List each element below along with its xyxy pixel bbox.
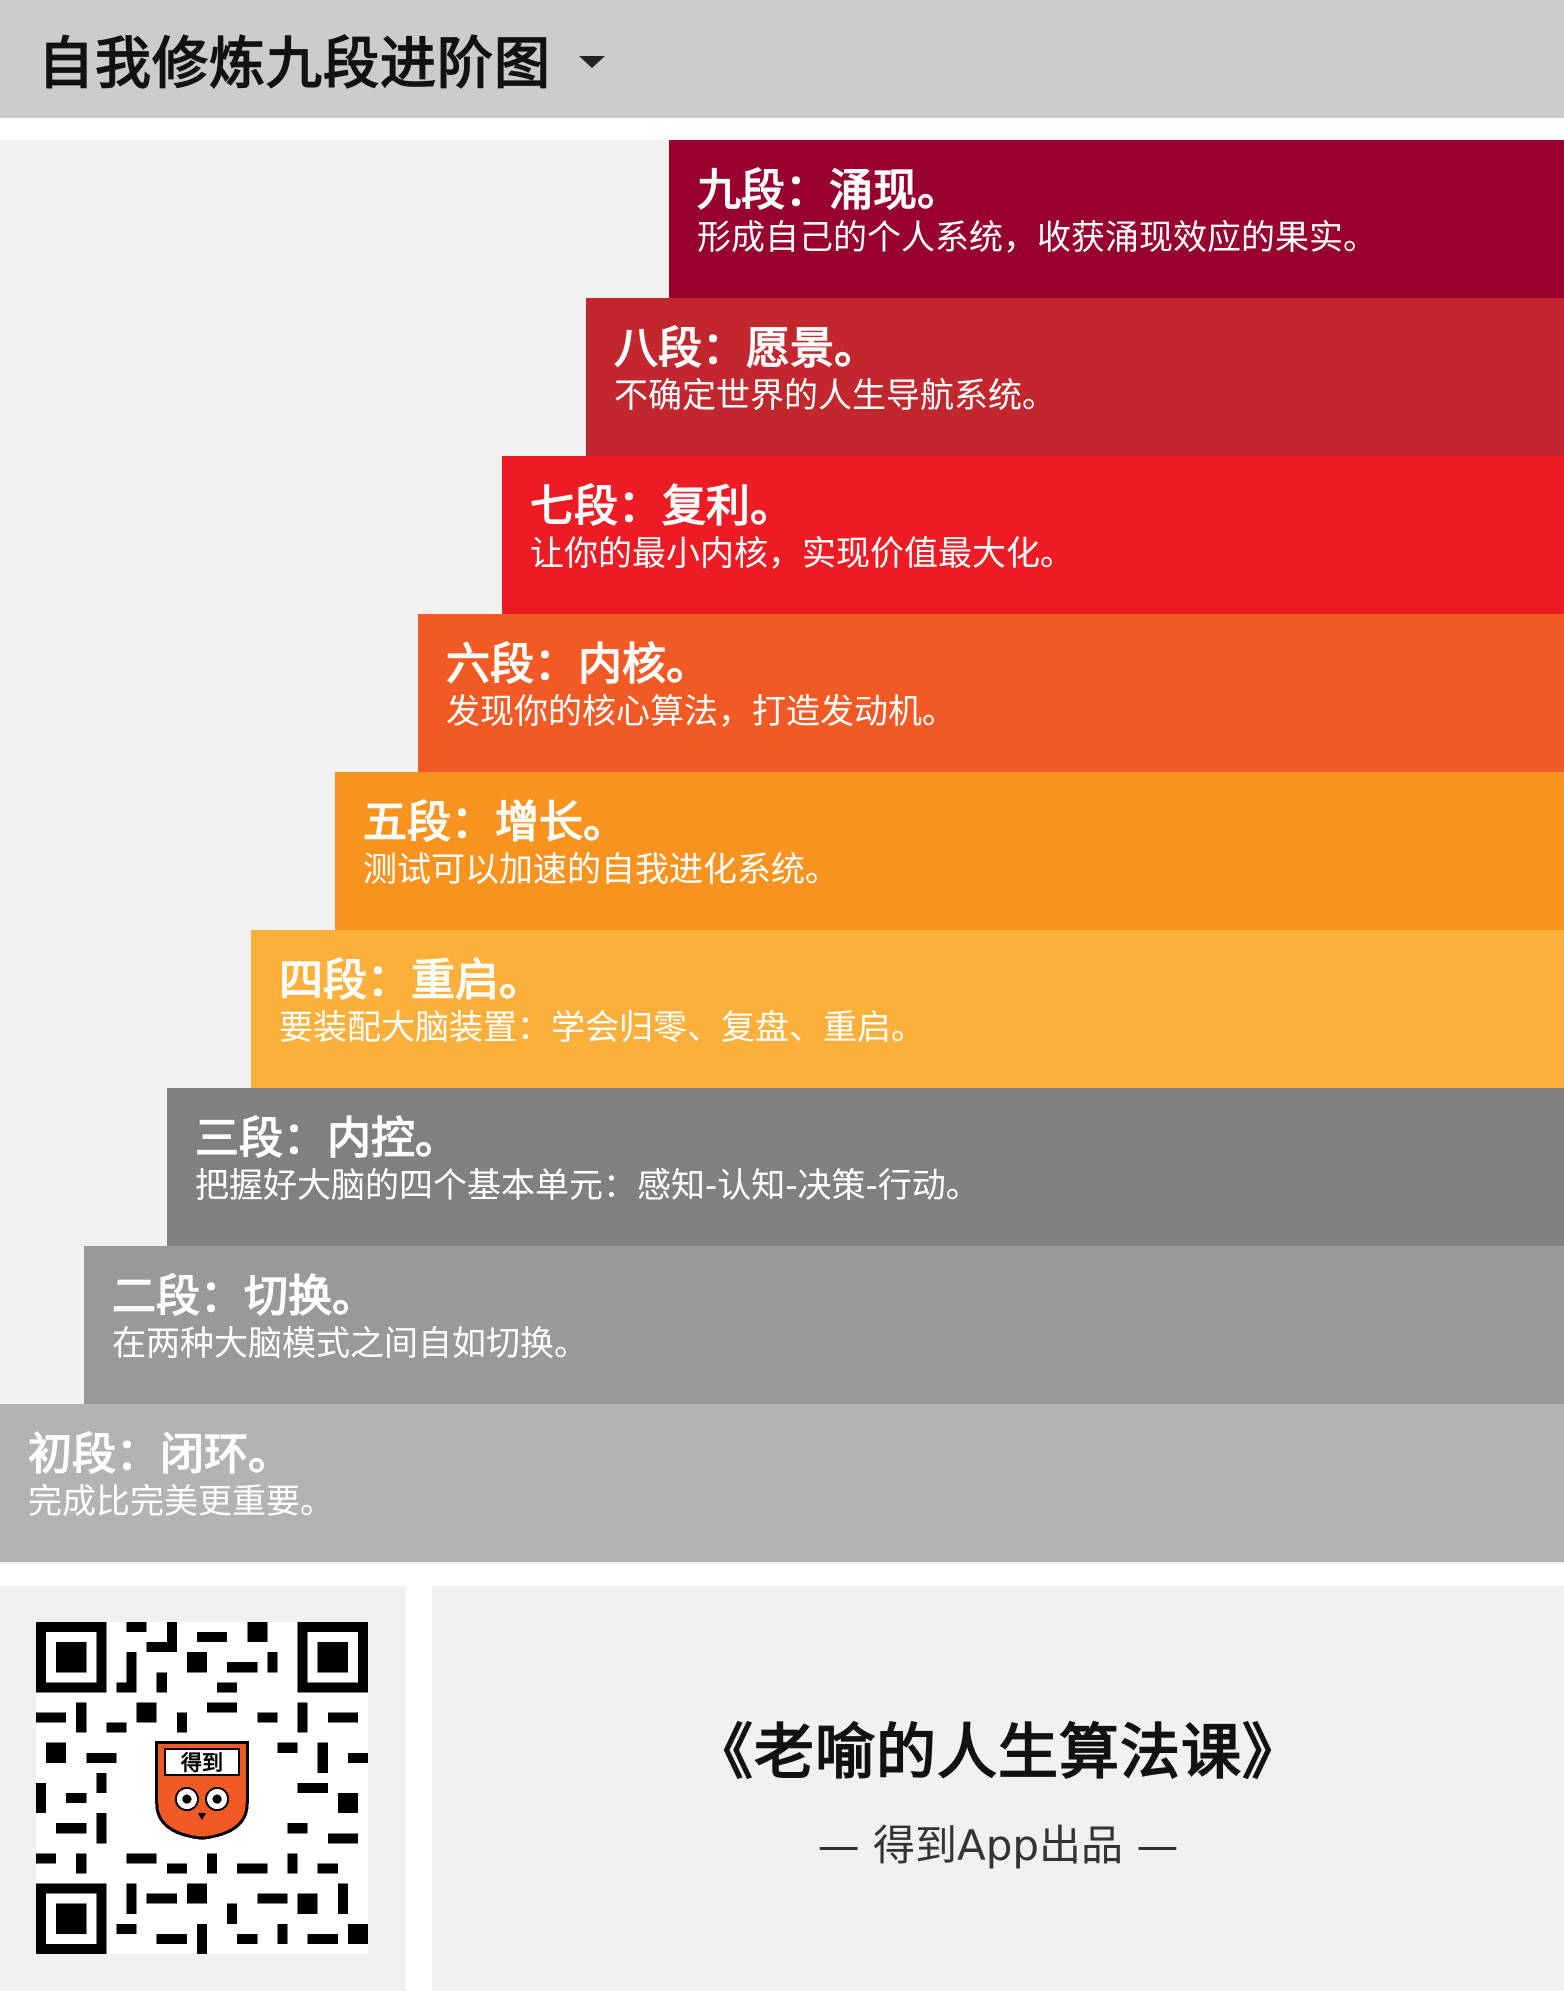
step-desc: 形成自己的个人系统，收获涌现效应的果实。 <box>697 218 1377 258</box>
header-bar: 自我修炼九段进阶图 <box>0 0 1564 118</box>
step-title: 二段：切换。 <box>112 1271 376 1322</box>
step-title: 七段：复利。 <box>530 481 794 532</box>
step-desc: 不确定世界的人生导航系统。 <box>614 376 1056 416</box>
step-title: 四段：重启。 <box>279 955 543 1006</box>
step-desc: 让你的最小内核，实现价值最大化。 <box>530 534 1074 574</box>
step-9: 九段：涌现。 形成自己的个人系统，收获涌现效应的果实。 <box>669 140 1564 298</box>
step-title: 初段：闭环。 <box>28 1429 292 1480</box>
step-desc: 在两种大脑模式之间自如切换。 <box>112 1324 588 1364</box>
step-3: 三段：内控。 把握好大脑的四个基本单元：感知-认知-决策-行动。 <box>167 1088 1564 1246</box>
qr-code-icon[interactable]: 得到 <box>36 1622 368 1954</box>
step-desc: 发现你的核心算法，打造发动机。 <box>446 692 956 732</box>
step-title: 三段：内控。 <box>195 1113 459 1164</box>
course-panel: 《老喻的人生算法课》 — 得到App出品 — <box>432 1586 1564 1991</box>
qr-panel: 得到 <box>0 1586 406 1991</box>
step-title: 九段：涌现。 <box>697 165 961 216</box>
staircase-diagram: 九段：涌现。 形成自己的个人系统，收获涌现效应的果实。 八段：愿景。 不确定世界… <box>0 140 1564 1564</box>
course-subtitle: — 得到App出品 — <box>817 1821 1179 1870</box>
step-desc: 要装配大脑装置：学会归零、复盘、重启。 <box>279 1008 925 1048</box>
course-title: 《老喻的人生算法课》 <box>693 1718 1303 1788</box>
step-2: 二段：切换。 在两种大脑模式之间自如切换。 <box>84 1246 1564 1404</box>
step-4: 四段：重启。 要装配大脑装置：学会归零、复盘、重启。 <box>251 930 1564 1088</box>
page-title: 自我修炼九段进阶图 <box>38 31 551 97</box>
step-title: 五段：增长。 <box>363 797 627 848</box>
step-1: 初段：闭环。 完成比完美更重要。 <box>0 1404 1564 1562</box>
step-desc: 测试可以加速的自我进化系统。 <box>363 850 839 890</box>
step-7: 七段：复利。 让你的最小内核，实现价值最大化。 <box>502 456 1564 614</box>
caret-down-icon[interactable] <box>579 56 605 68</box>
step-desc: 把握好大脑的四个基本单元：感知-认知-决策-行动。 <box>195 1166 980 1206</box>
step-8: 八段：愿景。 不确定世界的人生导航系统。 <box>586 298 1564 456</box>
step-5: 五段：增长。 测试可以加速的自我进化系统。 <box>335 772 1564 930</box>
step-6: 六段：内核。 发现你的核心算法，打造发动机。 <box>418 614 1564 772</box>
logo-text: 得到 <box>180 1750 223 1775</box>
step-title: 六段：内核。 <box>446 639 710 690</box>
step-desc: 完成比完美更重要。 <box>28 1482 334 1522</box>
step-title: 八段：愿景。 <box>614 323 878 374</box>
